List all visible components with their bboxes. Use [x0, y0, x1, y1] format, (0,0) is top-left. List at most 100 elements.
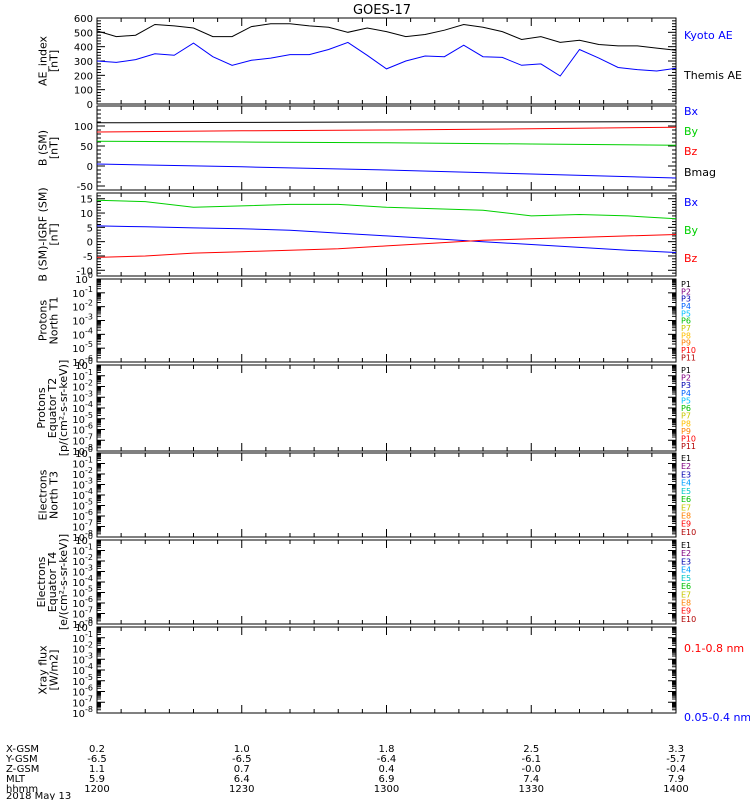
annotation-value: 1400 — [663, 784, 688, 795]
panel-8-ytick-label: 10-1 — [72, 630, 93, 645]
panel-5: 10010-110-210-310-410-510-610-710-8Proto… — [35, 357, 696, 458]
panel-6-legend-e1: E1 — [681, 454, 691, 463]
panel-5-legend-p9: P9 — [681, 427, 691, 436]
panel-3-ytick-label: 0 — [87, 238, 93, 249]
panel-6-ytick-label: 100 — [75, 445, 93, 460]
panel-2-ytick-label: 100 — [74, 122, 93, 133]
panel-3-series-by — [96, 199, 677, 220]
panel-4-legend-p9: P9 — [681, 339, 691, 348]
panel-7-ytick-label: 10-4 — [72, 574, 93, 589]
panel-7-ytick-label: 10-8 — [72, 616, 93, 631]
orbit-annotation: X-GSM 0.2 1.0 1.8 2.5 3.3 Y-GSM -6.5 -6.5 -6.4 -6.… — [5, 744, 689, 800]
annotation-value: 6.4 — [234, 774, 250, 785]
panel-4-legend-p7: P7 — [681, 324, 691, 333]
panel-7-ytick-label: 10-2 — [72, 553, 93, 568]
panel-4-ytick-label: 10-1 — [72, 285, 93, 300]
panel-5-ylabel: Protons — [35, 387, 48, 428]
panel-7-ylabel: Equator T4 — [46, 552, 59, 612]
panel-8-ytick-label: 10-4 — [72, 662, 93, 677]
panel-6-legend-e4: E4 — [681, 479, 691, 488]
panel-1-ytick-label: 300 — [74, 57, 93, 68]
panel-7-legend-e7: E7 — [681, 590, 691, 599]
panel-6-ytick-label: 10-5 — [72, 498, 93, 513]
panel-8-ytick-label: 10-5 — [72, 673, 93, 688]
panel-5-ytick-label: 10-2 — [72, 379, 93, 394]
panel-4-legend-p8: P8 — [681, 331, 691, 340]
panel-8-ytick-label: 10-8 — [72, 705, 93, 720]
panel-1-ylabel: [nT] — [48, 50, 61, 72]
panel-4-ylabel: Protons — [37, 300, 50, 341]
panel-6-legend-e2: E2 — [681, 462, 691, 471]
panel-7-legend-e4: E4 — [681, 566, 691, 575]
panel-1-legend-themis-ae: Themis AE — [683, 69, 742, 82]
panel-7-legend-e3: E3 — [681, 557, 691, 566]
panel-1-frame — [96, 17, 677, 105]
panel-6: 10010-110-210-310-410-510-610-710-8Elect… — [37, 445, 697, 544]
panel-2-series-bx — [96, 163, 677, 179]
panel-3-ylabel: B (SM)-IGRF (SM) — [37, 187, 50, 281]
annotation-value: 2.5 — [523, 744, 539, 755]
panel-4-legend-p11: P11 — [681, 353, 696, 362]
annotation-label-x-gsm: X-GSM — [6, 744, 39, 755]
panel-5-ylabel: [p/(cm²-s-sr-keV)] — [57, 360, 70, 457]
panel-1-series-line-2 — [96, 41, 677, 77]
panel-6-ytick-label: 10-4 — [72, 487, 93, 502]
panel-5-legend-p11: P11 — [681, 442, 696, 451]
panel-7-ytick-label: 100 — [75, 532, 93, 547]
panel-4-legend-p3: P3 — [681, 295, 691, 304]
panel-5-frame — [96, 364, 677, 452]
annotation-value: -6.5 — [232, 754, 252, 765]
panel-6-legend-e6: E6 — [681, 495, 691, 504]
panel-7-legend-e6: E6 — [681, 582, 691, 591]
panel-7-ytick-label: 10-7 — [72, 606, 93, 621]
panel-2-legend-bmag: Bmag — [684, 166, 716, 179]
panel-3-legend-bz: Bz — [684, 252, 698, 265]
panel-4: 10010-110-210-310-410-510-6ProtonsNorth … — [37, 271, 697, 369]
panel-1-ytick-label: 100 — [74, 86, 93, 97]
panel-6-ylabel: North T3 — [48, 471, 61, 519]
panel-7-legend-e9: E9 — [681, 607, 691, 616]
panel-4-ytick-label: 100 — [75, 271, 93, 286]
panel-3-frame — [96, 192, 677, 277]
annotation-value: -6.4 — [377, 754, 397, 765]
annotation-value: 5.9 — [89, 774, 105, 785]
panel-5-legend-p1: P1 — [681, 366, 691, 375]
panel-7-ytick-label: 10-1 — [72, 543, 93, 558]
panel-5-ytick-label: 10-4 — [72, 400, 93, 415]
panel-2-ytick-label: 0 — [87, 162, 93, 173]
panel-8-ytick-label: 10-3 — [72, 651, 93, 666]
panel-2-frame — [96, 105, 677, 191]
panel-7-legend-e5: E5 — [681, 574, 691, 583]
annotation-value: -0.0 — [521, 764, 541, 775]
panel-5-legend-p4: P4 — [681, 389, 691, 398]
panel-8-legend-short: 0.05-0.4 nm — [684, 711, 750, 724]
panel-3-legend-bx: Bx — [684, 196, 699, 209]
panel-7-legend-e8: E8 — [681, 598, 691, 607]
panel-4-ytick-label: 10-5 — [72, 340, 93, 355]
annotation-value: -6.1 — [521, 754, 541, 765]
panel-3-ytick-label: 5 — [87, 223, 93, 234]
annotation-label-mlt: MLT — [6, 774, 26, 785]
panel-8-ytick-label: 10-6 — [72, 684, 93, 699]
panel-7-frame — [96, 539, 677, 625]
panel-8-ylabel: [W/m2] — [48, 650, 61, 691]
panel-2-legend-bz: Bz — [684, 145, 698, 158]
panel-1-ytick-label: 400 — [74, 43, 93, 54]
panel-6-legend-e10: E10 — [681, 528, 696, 537]
panel-6-ytick-label: 10-2 — [72, 466, 93, 481]
panel-2-series-bmag — [96, 121, 677, 124]
panel-8-ytick-label: 10-2 — [72, 641, 93, 656]
annotation-value: 7.4 — [523, 774, 539, 785]
panel-5-legend-p5: P5 — [681, 396, 691, 405]
panel-5-ytick-label: 100 — [75, 357, 93, 372]
annotation-value: 3.3 — [668, 744, 684, 755]
panel-1: 0 100 200 300 400 500 600 AE_index[nT] Kyoto AE T… — [37, 14, 742, 111]
panel-4-legend-p4: P4 — [681, 302, 691, 311]
panel-5-legend-p10: P10 — [681, 435, 696, 444]
panel-5-ytick-label: 10-7 — [72, 432, 93, 447]
panel-8-frame — [96, 626, 677, 714]
panel-7-ylabel: Electrons — [35, 556, 48, 607]
panel-4-ytick-label: 10-2 — [72, 299, 93, 314]
annotation-value: -0.4 — [666, 764, 686, 775]
panel-2-ytick-label: 50 — [80, 142, 93, 153]
